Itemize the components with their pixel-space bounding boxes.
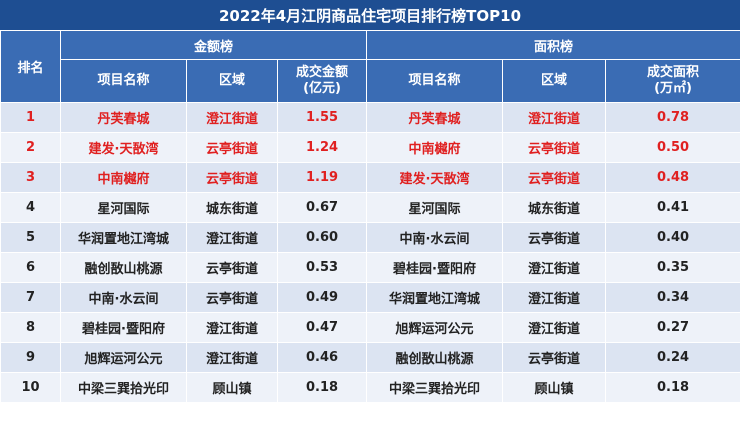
page-title: 2022年4月江阴商品住宅项目排行榜TOP10 [0,0,740,30]
rank-cell: 10 [0,372,61,403]
header-area-district: 区域 [502,59,607,103]
area-project-name: 中南·水云间 [366,222,504,253]
header-group-area: 面积榜 [366,30,740,60]
area-project-name: 碧桂园·暨阳府 [366,252,504,283]
rank-cell: 6 [0,252,61,283]
area-district: 澄江街道 [502,312,607,343]
amount-project-name: 丹芙春城 [60,102,187,133]
area-project-name: 旭辉运河公元 [366,312,504,343]
amount-district: 澄江街道 [186,102,278,133]
header-area-value-line1: 成交面积 [647,65,700,80]
rank-cell: 9 [0,342,61,373]
area-value: 0.50 [605,132,740,163]
table-row: 2 建发·天敔湾 云亭街道 1.24 中南樾府 云亭街道 0.50 [0,132,740,163]
header-amount-value-line1: 成交金额 [296,65,349,80]
area-district: 城东街道 [502,192,607,223]
header-amount-district: 区域 [186,59,278,103]
amount-project-name: 旭辉运河公元 [60,342,187,373]
amount-project-name: 中南·水云间 [60,282,187,313]
area-value: 0.35 [605,252,740,283]
area-project-name: 建发·天敔湾 [366,162,504,193]
header-group-amount: 金额榜 [59,30,368,60]
amount-value: 0.67 [276,192,368,223]
area-district: 云亭街道 [502,222,607,253]
ranking-table: 排名 金额榜 面积榜 项目名称 区域 成交金额 (亿元) 项目名称 区域 成交面… [0,30,740,403]
header-amount-value-line2: (亿元) [303,81,341,96]
amount-district: 云亭街道 [186,162,278,193]
table-row: 3 中南樾府 云亭街道 1.19 建发·天敔湾 云亭街道 0.48 [0,162,740,193]
amount-value: 1.55 [276,102,368,133]
area-value: 0.24 [605,342,740,373]
amount-project-name: 碧桂园·暨阳府 [60,312,187,343]
area-district: 澄江街道 [502,252,607,283]
amount-district: 澄江街道 [186,222,278,253]
amount-district: 澄江街道 [186,342,278,373]
area-value: 0.27 [605,312,740,343]
area-district: 澄江街道 [502,282,607,313]
area-district: 云亭街道 [502,132,607,163]
area-value: 0.34 [605,282,740,313]
amount-project-name: 融创敔山桃源 [60,252,187,283]
header-amount-project-name: 项目名称 [60,59,187,103]
amount-district: 云亭街道 [186,132,278,163]
area-value: 0.78 [605,102,740,133]
amount-value: 1.24 [276,132,368,163]
amount-district: 云亭街道 [186,282,278,313]
table-row: 1 丹芙春城 澄江街道 1.55 丹芙春城 澄江街道 0.78 [0,102,740,133]
table-row: 4 星河国际 城东街道 0.67 星河国际 城东街道 0.41 [0,192,740,223]
rank-cell: 2 [0,132,61,163]
rank-cell: 8 [0,312,61,343]
amount-district: 澄江街道 [186,312,278,343]
table-row: 6 融创敔山桃源 云亭街道 0.53 碧桂园·暨阳府 澄江街道 0.35 [0,252,740,283]
amount-value: 0.53 [276,252,368,283]
rank-cell: 4 [0,192,61,223]
area-district: 云亭街道 [502,162,607,193]
area-district: 顾山镇 [502,372,607,403]
header-rank: 排名 [0,30,61,103]
area-project-name: 星河国际 [366,192,504,223]
table-row: 9 旭辉运河公元 澄江街道 0.46 融创敔山桃源 云亭街道 0.24 [0,342,740,373]
area-value: 0.41 [605,192,740,223]
table-row: 10 中梁三巽拾光印 顾山镇 0.18 中梁三巽拾光印 顾山镇 0.18 [0,372,740,403]
area-project-name: 丹芙春城 [366,102,504,133]
amount-project-name: 星河国际 [60,192,187,223]
table-row: 8 碧桂园·暨阳府 澄江街道 0.47 旭辉运河公元 澄江街道 0.27 [0,312,740,343]
area-project-name: 中梁三巽拾光印 [366,372,504,403]
amount-project-name: 华润置地江湾城 [60,222,187,253]
amount-project-name: 中南樾府 [60,162,187,193]
amount-value: 0.47 [276,312,368,343]
rank-cell: 3 [0,162,61,193]
amount-district: 城东街道 [186,192,278,223]
amount-project-name: 建发·天敔湾 [60,132,187,163]
rank-cell: 7 [0,282,61,313]
area-value: 0.18 [605,372,740,403]
area-value: 0.40 [605,222,740,253]
header-row-groups: 排名 金额榜 面积榜 [0,30,740,103]
area-value: 0.48 [605,162,740,193]
header-amount-value: 成交金额 (亿元) [276,59,368,103]
header-area-project-name: 项目名称 [366,59,504,103]
amount-value: 0.46 [276,342,368,373]
amount-value: 0.18 [276,372,368,403]
table-row: 5 华润置地江湾城 澄江街道 0.60 中南·水云间 云亭街道 0.40 [0,222,740,253]
header-area-value-line2: (万㎡) [654,81,692,96]
amount-project-name: 中梁三巽拾光印 [60,372,187,403]
area-district: 云亭街道 [502,342,607,373]
rank-cell: 1 [0,102,61,133]
rank-cell: 5 [0,222,61,253]
amount-district: 顾山镇 [186,372,278,403]
area-project-name: 华润置地江湾城 [366,282,504,313]
amount-district: 云亭街道 [186,252,278,283]
area-project-name: 中南樾府 [366,132,504,163]
area-project-name: 融创敔山桃源 [366,342,504,373]
amount-value: 1.19 [276,162,368,193]
area-district: 澄江街道 [502,102,607,133]
header-area-value: 成交面积 (万㎡) [605,59,740,103]
header-row-columns: 项目名称 区域 成交金额 (亿元) 项目名称 区域 成交面积 (万㎡) [1,59,740,103]
table-row: 7 中南·水云间 云亭街道 0.49 华润置地江湾城 澄江街道 0.34 [0,282,740,313]
amount-value: 0.49 [276,282,368,313]
amount-value: 0.60 [276,222,368,253]
